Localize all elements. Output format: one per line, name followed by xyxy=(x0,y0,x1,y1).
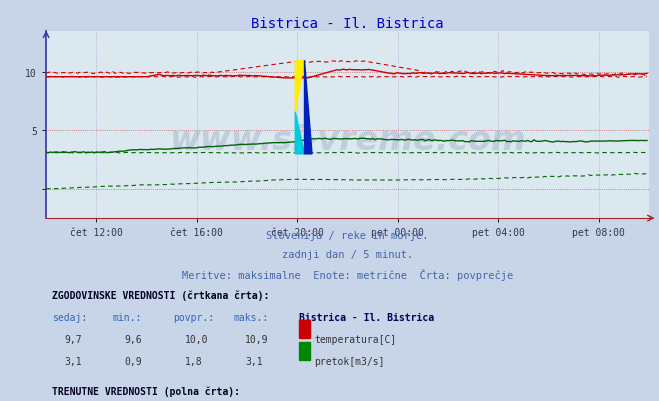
Bar xyxy=(299,342,310,360)
Text: 9,7: 9,7 xyxy=(64,334,82,344)
Text: 3,1: 3,1 xyxy=(64,356,82,366)
Text: ZGODOVINSKE VREDNOSTI (črtkana črta):: ZGODOVINSKE VREDNOSTI (črtkana črta): xyxy=(52,290,270,301)
Text: 10,0: 10,0 xyxy=(185,334,208,344)
Text: TRENUTNE VREDNOSTI (polna črta):: TRENUTNE VREDNOSTI (polna črta): xyxy=(52,385,240,396)
Text: temperatura[C]: temperatura[C] xyxy=(314,334,397,344)
Text: Bistrica - Il. Bistrica: Bistrica - Il. Bistrica xyxy=(299,312,434,322)
Text: Slovenija / reke in morje.: Slovenija / reke in morje. xyxy=(266,231,429,241)
Text: pretok[m3/s]: pretok[m3/s] xyxy=(314,356,385,366)
Title: Bistrica - Il. Bistrica: Bistrica - Il. Bistrica xyxy=(251,17,444,31)
Text: 9,6: 9,6 xyxy=(125,334,142,344)
Polygon shape xyxy=(295,113,304,154)
Polygon shape xyxy=(295,61,304,113)
Text: 10,9: 10,9 xyxy=(245,334,269,344)
Text: min.:: min.: xyxy=(113,312,142,322)
Bar xyxy=(299,320,310,338)
Text: 3,1: 3,1 xyxy=(245,356,263,366)
Text: Meritve: maksimalne  Enote: metrične  Črta: povprečje: Meritve: maksimalne Enote: metrične Črta… xyxy=(182,268,513,280)
Polygon shape xyxy=(304,61,312,154)
Text: 0,9: 0,9 xyxy=(125,356,142,366)
Text: 1,8: 1,8 xyxy=(185,356,202,366)
Text: maks.:: maks.: xyxy=(233,312,268,322)
Text: zadnji dan / 5 minut.: zadnji dan / 5 minut. xyxy=(282,249,413,259)
Text: sedaj:: sedaj: xyxy=(52,312,88,322)
Text: www.si-vreme.com: www.si-vreme.com xyxy=(169,124,526,157)
Text: povpr.:: povpr.: xyxy=(173,312,214,322)
